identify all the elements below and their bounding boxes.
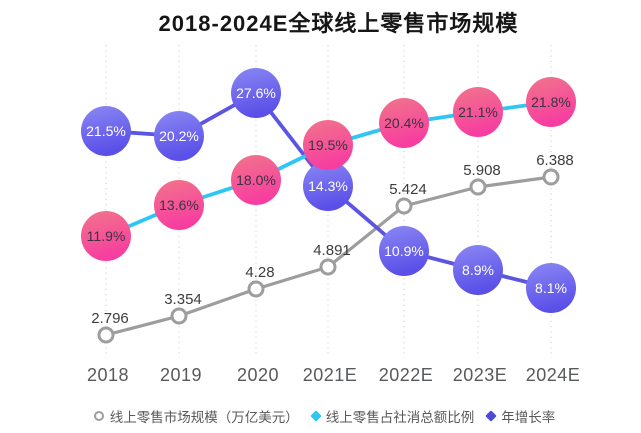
data-point-marker [170, 307, 188, 325]
data-point-label: 4.28 [245, 264, 274, 281]
legend-item: 年增长率 [485, 406, 556, 426]
bubble-marker [81, 106, 131, 156]
bubble-label: 10.9% [384, 243, 424, 259]
data-point-label: 3.354 [164, 291, 202, 308]
diamond-marker-icon [310, 410, 322, 422]
x-axis-label: 2020 [237, 365, 279, 385]
x-axis-label: 2024E [526, 365, 581, 385]
bubble-label: 8.1% [535, 280, 567, 296]
series-market-size: 2.796 3.354 4.28 4.891 5.424 5.908 6.388 [91, 152, 574, 344]
bubble-marker [154, 180, 204, 230]
bubble-marker [526, 77, 576, 127]
data-point-label: 5.424 [389, 181, 427, 198]
legend-label: 线上零售占社消总额比例 [325, 410, 475, 425]
bubble-marker [453, 87, 503, 137]
bubble-marker [379, 98, 429, 148]
bubble-label: 13.6% [159, 197, 199, 213]
legend-label: 年增长率 [501, 410, 556, 425]
legend-item: 线上零售占社消总额比例 [310, 406, 475, 426]
data-point-marker [97, 326, 115, 344]
data-point-marker [542, 168, 560, 186]
x-axis-label: 2018 [87, 365, 129, 385]
bubble-marker [81, 211, 131, 261]
x-axis-label: 2022E [379, 365, 434, 385]
bubble-marker [453, 245, 503, 295]
open-circle-marker-icon [93, 411, 104, 421]
data-point-marker [469, 178, 487, 196]
legend-label: 线上零售市场规模（万亿美元） [109, 410, 299, 425]
bubble-label: 18.0% [236, 172, 276, 188]
data-point-label: 5.908 [463, 162, 501, 179]
chart-title: 2018-2024E全球线上零售市场规模 [158, 11, 519, 36]
bubble-label: 20.2% [159, 128, 199, 144]
bubble-marker [303, 120, 353, 170]
bubble-marker [303, 161, 353, 211]
data-point-marker [319, 258, 337, 276]
bubble-label: 21.1% [458, 104, 498, 120]
bubble-label: 14.3% [308, 178, 348, 194]
x-axis-label: 2019 [160, 365, 202, 385]
data-point-marker [247, 280, 265, 298]
data-point-label: 4.891 [313, 242, 351, 259]
bubble-marker [231, 155, 281, 205]
bubble-label: 11.9% [87, 228, 126, 244]
bubble-label: 21.8% [531, 94, 571, 110]
bubble-marker [154, 111, 204, 161]
chart-legend: 线上零售市场规模（万亿美元） 线上零售占社消总额比例 年增长率 [8, 406, 641, 426]
bubble-marker [379, 226, 429, 276]
data-point-label: 6.388 [536, 152, 574, 169]
bubble-label: 27.6% [236, 85, 276, 101]
bubble-label: 20.4% [384, 115, 424, 131]
bubble-label: 19.5% [308, 137, 348, 153]
series-growth-rate: 21.5% 20.2% 27.6% 14.3% 10.9% 8.9% 8.1% [81, 68, 576, 313]
bubble-label: 21.5% [86, 123, 126, 139]
diamond-marker-icon [485, 410, 497, 422]
x-axis-label: 2021E [303, 365, 358, 385]
data-point-marker [395, 197, 413, 215]
series-share-ratio: 11.9% 13.6% 18.0% 19.5% 20.4% 21.1% 21.8% [81, 77, 576, 261]
bubble-marker [526, 263, 576, 313]
x-axis-label: 2023E [453, 365, 508, 385]
data-point-label: 2.796 [91, 310, 129, 327]
bubble-marker [231, 68, 281, 118]
bubble-label: 8.9% [462, 262, 494, 278]
legend-item: 线上零售市场规模（万亿美元） [93, 406, 299, 426]
